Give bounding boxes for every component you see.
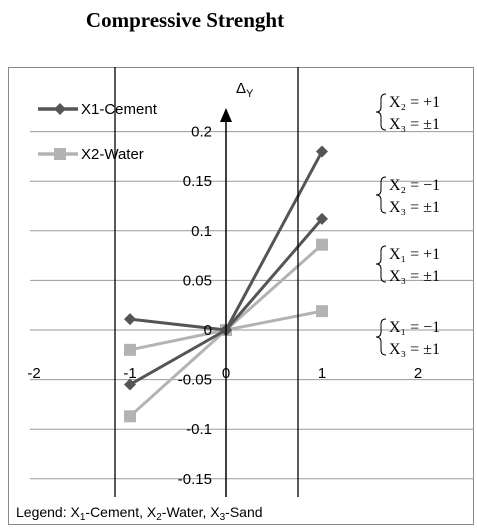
square-marker	[124, 410, 136, 423]
diamond-marker	[316, 212, 328, 225]
square-marker	[124, 343, 136, 356]
annotation: X₁ = −1 X₃ = ±1	[375, 318, 440, 358]
diamond-marker	[316, 145, 328, 158]
y-tick-label: -0.1	[186, 421, 212, 438]
annotations: X₂ = +1 X₃ = ±1 X₂ = −1 X₃ = ±1 X₁ = +1 X₃ = …	[375, 93, 440, 358]
annotation-line-1: X₁ = −1	[389, 319, 440, 336]
diamond-marker	[124, 378, 136, 391]
y-tick-label: -0.05	[178, 372, 212, 389]
y-axis-arrow	[220, 108, 232, 122]
legend: X1-Cement X2-Water	[38, 101, 158, 163]
y-tick-label: -0.15	[178, 471, 212, 488]
annotation-line-2: X₃ = ±1	[389, 116, 440, 133]
legend-label: X1-Cement	[81, 101, 158, 118]
annotation-line-2: X₃ = ±1	[389, 341, 440, 358]
annotation-brace	[375, 318, 387, 356]
y-tick-label: 0.2	[191, 124, 212, 141]
annotation-line-2: X₃ = ±1	[389, 199, 440, 216]
x-tick-label: 0	[222, 365, 230, 382]
annotation: X₁ = +1 X₃ = ±1	[375, 245, 440, 285]
x-tick-label: 1	[318, 365, 326, 382]
annotation-brace	[375, 93, 387, 131]
y-tick-label: 0	[204, 322, 212, 339]
annotation: X₂ = +1 X₃ = ±1	[375, 93, 440, 133]
plot-frame	[8, 67, 474, 525]
annotation-line-2: X₃ = ±1	[389, 268, 440, 285]
footer-legend: Legend: X1-Cement, X2-Water, X3-Sand	[16, 504, 263, 523]
y-tick-label: 0.15	[183, 173, 212, 190]
diamond-marker	[54, 103, 66, 115]
axes: ΔY	[114, 67, 299, 497]
annotation-line-1: X₂ = −1	[389, 177, 440, 194]
x-tick-label: -1	[123, 365, 136, 382]
square-marker	[316, 238, 328, 251]
x-tick-label: 2	[414, 365, 422, 382]
x-tick-label: -2	[27, 365, 40, 382]
tick-labels: 0.2 0.15 0.1 0.05 0 -0.05 -0.1 -0.15 -2 -1 0 1 2	[27, 124, 422, 488]
diamond-marker	[124, 313, 136, 326]
annotation-brace	[375, 245, 387, 283]
y-tick-label: 0.05	[183, 272, 212, 289]
annotation-line-1: X₂ = +1	[389, 94, 440, 111]
legend-label: X2-Water	[81, 146, 144, 163]
gridlines	[30, 131, 474, 480]
annotation: X₂ = −1 X₃ = ±1	[375, 176, 440, 216]
annotation-brace	[375, 176, 387, 214]
square-marker	[316, 305, 328, 318]
annotation-line-1: X₁ = +1	[389, 246, 440, 263]
y-tick-label: 0.1	[191, 223, 212, 240]
chart-title: Compressive Strenght	[85, 8, 285, 32]
y-axis-label: ΔY	[236, 80, 254, 100]
square-marker	[54, 148, 66, 160]
